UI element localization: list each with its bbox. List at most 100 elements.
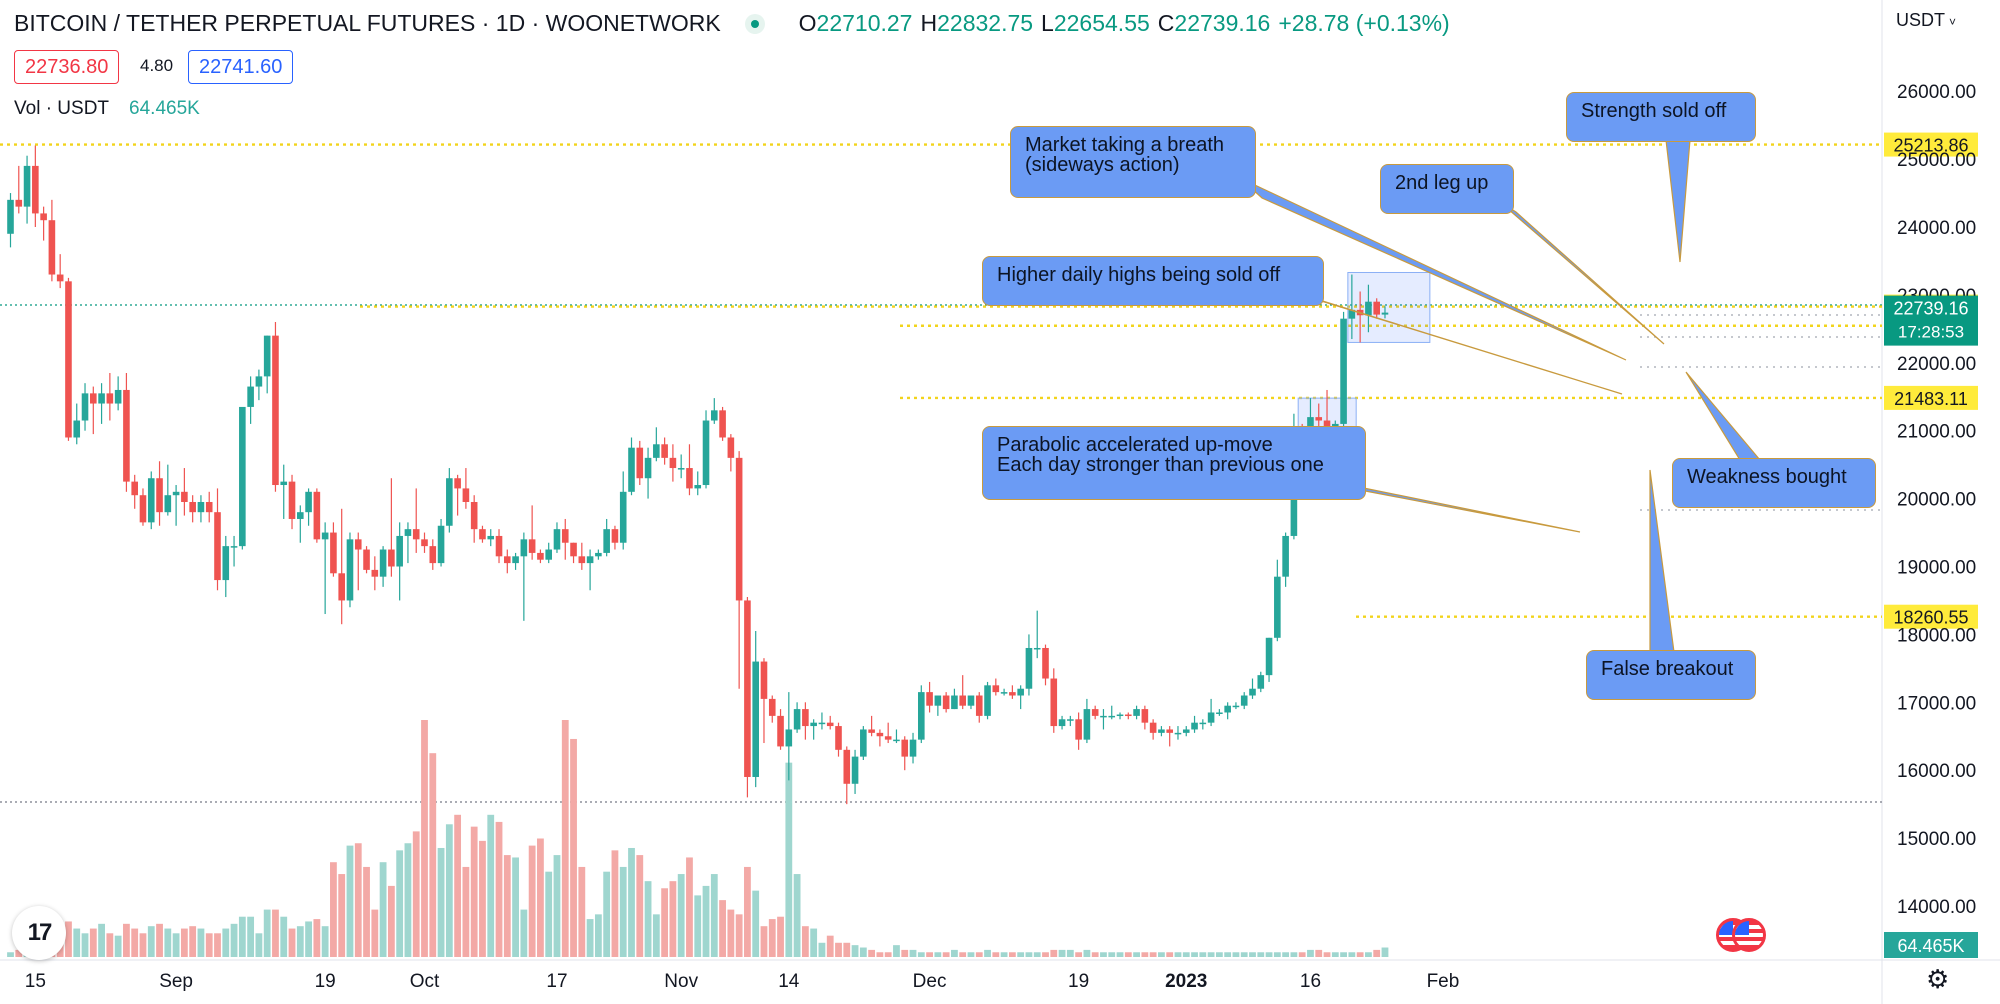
sell-price-button[interactable]: 22736.80 (14, 50, 120, 84)
candle-body (1067, 719, 1074, 721)
candle (603, 518, 610, 557)
candle-body (1075, 719, 1082, 740)
settings-gear-icon[interactable]: ⚙ (1926, 964, 1950, 994)
volume-bar (180, 928, 188, 957)
level-label: 25213.86 (1893, 136, 1968, 156)
candle-body (694, 485, 702, 489)
volume-bar (859, 947, 867, 957)
volume-bar (354, 843, 362, 957)
candle-body (404, 529, 412, 536)
candle (860, 726, 867, 761)
candle (719, 406, 726, 441)
candle-body (711, 410, 718, 421)
candle-body (1373, 301, 1380, 315)
candle (255, 369, 263, 401)
price-tick-label: 14000.00 (1897, 897, 1976, 918)
candle-body (628, 447, 635, 492)
candle (495, 529, 503, 564)
volume-bar (89, 928, 97, 957)
candle-body (570, 542, 577, 557)
candle (454, 474, 461, 516)
volume-legend[interactable]: Vol · USDT 64.465K (14, 98, 200, 120)
candle (926, 681, 933, 713)
annotation-weakness[interactable]: Weakness bought (1672, 458, 1876, 508)
candle-body (768, 698, 776, 716)
annotation-false-breakout[interactable]: False breakout (1586, 650, 1756, 700)
candle (479, 525, 486, 543)
candle (1174, 726, 1182, 740)
tradingview-logo-icon[interactable]: 17 (12, 906, 66, 960)
level-label: 18260.55 (1893, 608, 1968, 628)
candle (760, 658, 768, 744)
candle (164, 464, 172, 516)
volume-bar (677, 874, 685, 957)
candle-body (363, 549, 370, 570)
candle-body (48, 220, 56, 275)
candle (214, 488, 221, 591)
candle (752, 631, 759, 788)
volume-bar (951, 949, 958, 957)
candle (967, 695, 975, 710)
volume-bar (735, 914, 743, 957)
volume-bar (1050, 949, 1058, 957)
us-flag-icon[interactable] (1732, 918, 1766, 952)
candle-body (7, 199, 14, 234)
callout-pointer (1685, 371, 1762, 461)
symbol-title[interactable]: BITCOIN / TETHER PERPETUAL FUTURES · 1D … (14, 10, 721, 36)
volume-bar (959, 952, 967, 957)
volume-bar (147, 926, 155, 957)
volume-bar (379, 862, 387, 957)
candle-body (909, 739, 917, 757)
candle (272, 322, 279, 492)
annotation-parabolic[interactable]: Parabolic accelerated up-move Each day s… (982, 426, 1366, 500)
time-tick-label: 17 (546, 971, 567, 992)
callout-pointer (1649, 469, 1675, 653)
candle-body (98, 393, 105, 404)
buy-price-button[interactable]: 22741.60 (188, 50, 294, 84)
candle (48, 199, 56, 282)
candle-body (1240, 695, 1248, 706)
candle (694, 471, 702, 496)
currency-selector[interactable]: USDT ˅ (1896, 10, 1956, 31)
candle-body (951, 695, 958, 710)
candle (735, 451, 743, 689)
volume-bar (387, 885, 395, 957)
candle (653, 427, 660, 462)
annotation-second-leg[interactable]: 2nd leg up (1380, 164, 1514, 214)
volume-bar (156, 923, 163, 957)
annotation-strength[interactable]: Strength sold off (1566, 92, 1756, 142)
volume-bar (1282, 952, 1290, 957)
annotation-breath[interactable]: Market taking a breath (sideways action) (1010, 126, 1256, 198)
candle-body (1149, 722, 1157, 733)
candle-body (487, 535, 495, 540)
candle (884, 722, 892, 744)
live-indicator-icon (744, 13, 765, 34)
candle (843, 746, 851, 805)
candle-body (412, 529, 420, 540)
candle-body (992, 685, 1000, 693)
volume-bar (1315, 949, 1323, 957)
candle-body (553, 529, 561, 550)
volume-bar (280, 916, 288, 957)
candle-body (1274, 576, 1281, 638)
volume-bar (305, 921, 312, 957)
volume-bar (975, 952, 983, 957)
volume-bar (520, 909, 528, 957)
candle (1348, 274, 1356, 340)
volume-bar (752, 890, 760, 957)
annotation-higher-highs[interactable]: Higher daily highs being sold off (982, 256, 1324, 306)
candle-body (619, 491, 627, 543)
candle-body (263, 335, 271, 377)
volume-bar (710, 874, 718, 957)
candle (354, 532, 362, 591)
candle-body (1199, 722, 1207, 725)
candle-body (603, 529, 610, 553)
candle (412, 488, 420, 553)
volume-bar (884, 952, 892, 957)
volume-bar (106, 933, 114, 957)
volume-bar (238, 916, 246, 957)
candle (835, 722, 842, 757)
level-label: 21483.11 (1894, 389, 1968, 409)
candle-body (1265, 637, 1273, 676)
